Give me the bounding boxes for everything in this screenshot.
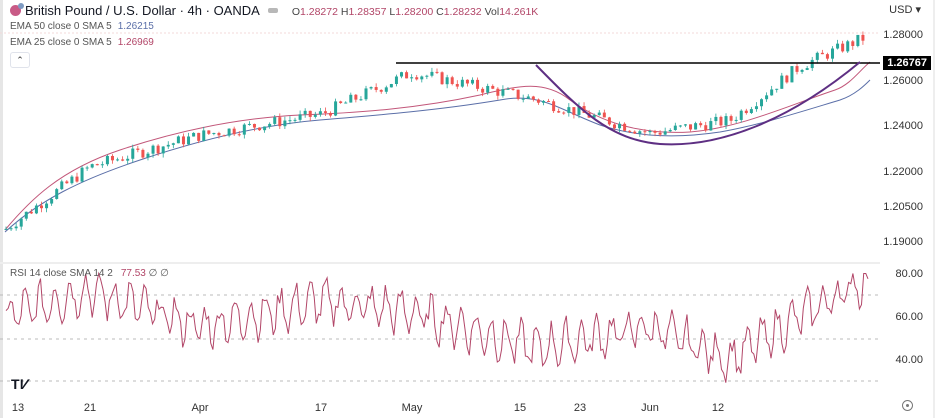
symbol-title[interactable]: British Pound / U.S. Dollar · 4h · OANDA (25, 3, 260, 18)
currency-selector[interactable]: USD ▾ (889, 4, 921, 16)
time-tick: 17 (314, 402, 328, 414)
rsi-line (5, 271, 869, 383)
price-tick: 1.28000 (883, 29, 923, 41)
time-tick: 13 (11, 402, 25, 414)
rsi-tick: 40.00 (895, 354, 923, 366)
right-border (933, 0, 935, 418)
time-tick: Jun (641, 402, 659, 414)
time-tick: Apr (191, 402, 209, 414)
tradingview-logo[interactable]: TV (11, 376, 30, 392)
rsi-legend[interactable]: RSI 14 close SMA 14 2 77.53 ∅ ∅ (10, 268, 169, 279)
time-tick: 15 (513, 402, 527, 414)
indicator-ema50[interactable]: EMA 50 close 0 SMA 5 1.26215 (10, 21, 154, 32)
ohlc-values: O1.28272 H1.28357 L1.28200 C1.28232 Vol1… (291, 6, 539, 18)
ema25-line (4, 61, 871, 231)
indicator-ema25[interactable]: EMA 25 close 0 SMA 5 1.26969 (10, 37, 154, 48)
time-tick: May (401, 402, 423, 414)
time-tick: 12 (711, 402, 725, 414)
price-tick: 1.26000 (883, 75, 923, 87)
price-tick: 1.24000 (883, 120, 923, 132)
symbol-icon (10, 3, 24, 16)
time-tick: 23 (573, 402, 587, 414)
left-border (0, 0, 3, 418)
ema50-line (4, 79, 871, 233)
current-price-tag: 1.26767 (883, 56, 931, 70)
price-tick: 1.20500 (883, 201, 923, 213)
rsi-tick: 60.00 (895, 311, 923, 323)
price-tick: 1.19000 (883, 236, 923, 248)
cup-pattern-curve (535, 61, 861, 146)
price-tick: 1.22000 (883, 166, 923, 178)
chart-legend: British Pound / U.S. Dollar · 4h · OANDA… (10, 3, 538, 18)
time-tick: 21 (83, 402, 97, 414)
settings-icon[interactable] (902, 400, 913, 411)
candlesticks (4, 31, 865, 232)
collapse-legend-button[interactable]: ⌃ (10, 52, 30, 68)
rsi-tick: 80.00 (895, 268, 923, 280)
flag-icon[interactable] (267, 8, 278, 13)
